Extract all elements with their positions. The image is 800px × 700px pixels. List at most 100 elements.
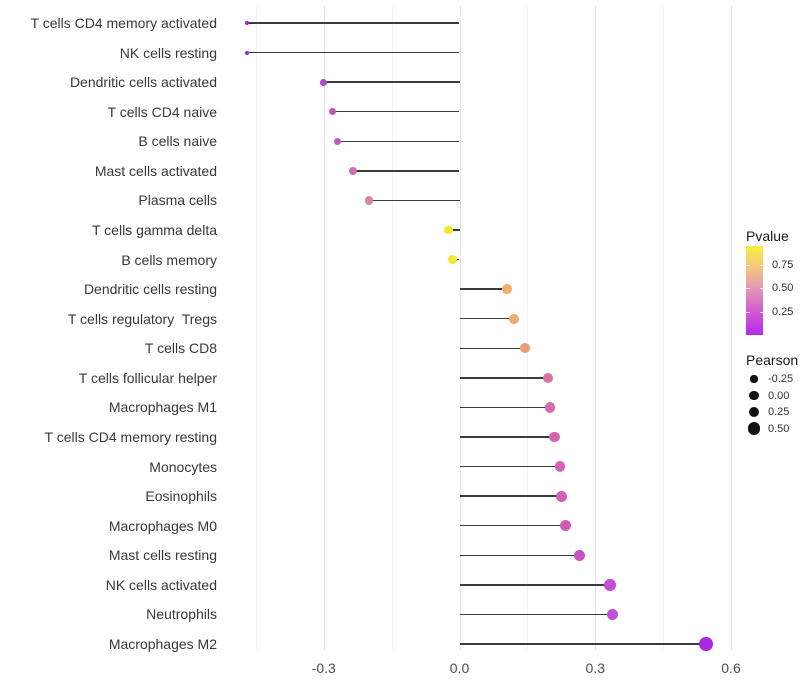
lollipop-stem	[459, 347, 526, 350]
lollipop-stem	[459, 524, 566, 527]
lollipop-stem	[459, 584, 611, 586]
lollipop-stem	[459, 613, 613, 616]
lollipop-dot	[520, 343, 531, 354]
y-axis-label: Macrophages M2	[108, 635, 217, 652]
y-axis-label: Dendritic cells resting	[83, 281, 217, 298]
pvalue-legend-title: Pvalue	[746, 228, 789, 244]
lollipop-dot	[606, 608, 619, 621]
pearson-size-label: 0.00	[768, 389, 790, 402]
gridline-major	[731, 6, 732, 650]
lollipop-stem	[459, 554, 580, 557]
gridline-minor	[663, 6, 665, 650]
pearson-size-dot	[750, 375, 758, 383]
lollipop-dot	[244, 50, 249, 55]
gridline-major	[323, 6, 325, 650]
lollipop-stem	[459, 406, 550, 409]
lollipop-dot	[559, 520, 571, 532]
lollipop-dot	[329, 108, 337, 116]
colorbar-tick	[759, 311, 763, 313]
pearson-size-dot	[747, 422, 761, 435]
lollipop-dot	[364, 196, 374, 205]
lollipop-dot	[573, 549, 585, 561]
lollipop-stem	[459, 436, 555, 438]
lollipop-stem	[353, 170, 460, 172]
colorbar-tick	[746, 264, 750, 266]
y-axis-label: T cells follicular helper	[78, 369, 217, 386]
y-axis-label: Neutrophils	[146, 606, 217, 623]
x-axis-tick-label: 0.6	[721, 660, 741, 676]
gridline-minor	[255, 6, 257, 650]
lollipop-dot	[554, 461, 566, 472]
gridline-major	[459, 6, 461, 650]
lollipop-stem	[459, 495, 562, 497]
lollipop-dot	[502, 284, 512, 294]
gridline-minor	[527, 6, 529, 650]
colorbar-tick	[746, 311, 750, 313]
lollipop-stem	[246, 51, 460, 54]
y-axis-label: B cells memory	[121, 251, 217, 268]
colorbar-tick	[746, 288, 750, 290]
lollipop-dot	[508, 313, 519, 324]
lollipop-dot	[549, 431, 560, 443]
pvalue-legend: Pvalue 0.75 0.50 0.25	[746, 228, 800, 348]
pearson-legend: Pearson -0.25 0.00 0.25 0.50	[746, 352, 800, 447]
y-axis-label: Mast cells activated	[94, 162, 217, 179]
lollipop-dot	[320, 78, 328, 86]
y-axis-label: T cells gamma delta	[91, 221, 217, 238]
lollipop-stem	[332, 110, 460, 113]
pvalue-tick-label: 0.25	[772, 305, 794, 318]
lollipop-dot	[349, 166, 358, 175]
lollipop-dot	[542, 372, 553, 384]
y-axis-label: Monocytes	[149, 458, 217, 475]
y-axis-label: Mast cells resting	[108, 547, 217, 564]
lollipop-stem	[323, 81, 460, 83]
lollipop-dot	[448, 255, 458, 264]
lollipop-dot	[699, 637, 713, 651]
pvalue-tick-label: 0.75	[772, 258, 794, 271]
lollipop-dot	[604, 578, 617, 591]
colorbar-tick	[759, 288, 763, 290]
pearson-size-label: -0.25	[768, 373, 794, 385]
y-axis-label: Macrophages M1	[108, 399, 217, 416]
x-axis-tick-label: 0.3	[585, 660, 605, 676]
y-axis-label: Macrophages M0	[108, 517, 217, 534]
y-axis-label: Plasma cells	[138, 192, 217, 209]
lollipop-dot	[555, 490, 567, 502]
lollipop-stem	[369, 199, 460, 202]
lollipop-stem	[246, 22, 460, 24]
lollipop-stem	[459, 643, 707, 645]
pearson-size-dot	[749, 390, 759, 401]
pvalue-tick-label: 0.50	[772, 282, 794, 295]
lollipop-dot	[333, 137, 342, 145]
y-axis-label: NK cells activated	[105, 576, 217, 593]
x-axis-tick-label: -0.3	[311, 660, 336, 676]
y-axis-label: T cells regulatory Tregs	[67, 310, 217, 327]
lollipop-stem	[459, 465, 560, 468]
pearson-legend-title: Pearson	[746, 352, 799, 368]
y-axis-label: T cells CD4 memory activated	[30, 15, 217, 31]
colorbar-tick	[759, 264, 763, 266]
lollipop-stem	[459, 317, 514, 320]
x-axis-tick-label: 0.0	[449, 660, 470, 676]
lollipop-dot	[443, 225, 453, 235]
pearson-size-label: 0.25	[768, 406, 790, 418]
x-axis-labels: -0.3 0.0 0.3 0.6	[0, 660, 800, 680]
y-axis-label: Dendritic cells activated	[69, 74, 217, 91]
y-axis-label: T cells CD4 memory resting	[44, 428, 217, 445]
y-axis-label: T cells CD8	[144, 340, 217, 357]
lollipop-stem	[459, 377, 548, 379]
gridline-major	[595, 6, 597, 650]
gridline-minor	[391, 6, 393, 650]
y-axis-label: T cells CD4 naive	[107, 103, 217, 120]
pvalue-gradient-bar	[746, 246, 763, 335]
y-axis-label: B cells naive	[138, 133, 217, 150]
lollipop-dot	[244, 21, 249, 25]
y-axis-label: NK cells resting	[119, 44, 217, 61]
lollipop-stem	[459, 288, 507, 290]
lollipop-dot	[544, 402, 556, 413]
lollipop-stem	[448, 229, 460, 231]
pearson-size-label: 0.50	[768, 422, 790, 435]
pearson-size-dot	[748, 406, 760, 418]
